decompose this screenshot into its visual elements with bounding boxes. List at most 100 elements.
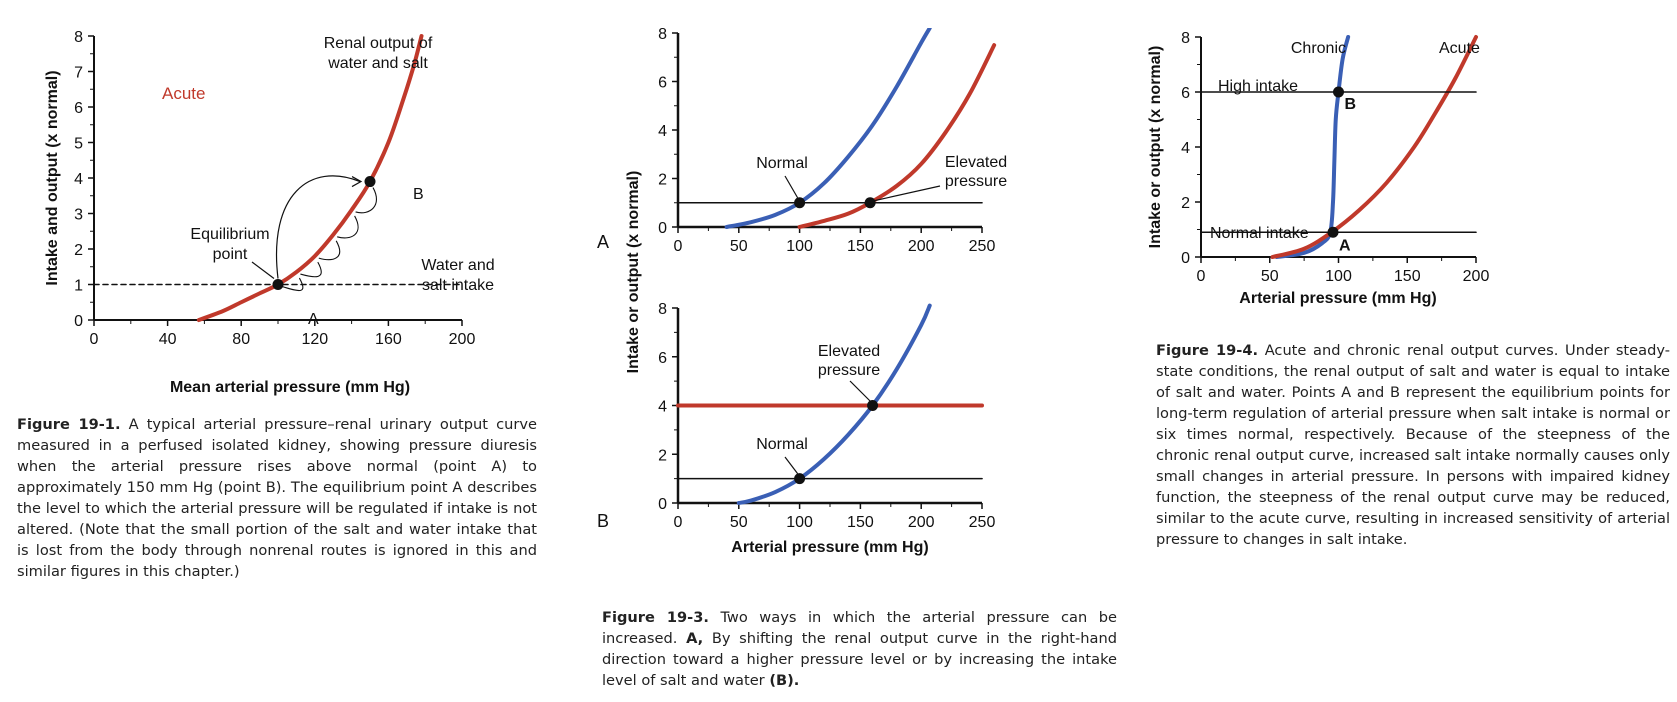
series-line-elevated-pressure [797, 43, 997, 229]
y-tick-label: 6 [658, 350, 667, 367]
return-step-arrow [337, 215, 359, 239]
data-point-1 [867, 400, 879, 411]
fig19-1-caption: Figure 19-1. A typical arterial pressure… [17, 414, 537, 582]
x-tick-label: 0 [1197, 268, 1206, 285]
x-tick-label: 200 [1463, 268, 1490, 285]
y-tick-label: 0 [658, 496, 667, 513]
fig19-3-caption-a-text: By shifting the renal output curve in th… [602, 630, 1118, 689]
point-label-b: B [413, 186, 424, 203]
annotation-elevated-2: pressure [945, 173, 1007, 190]
annotation-renal-output-2: water and salt [327, 55, 428, 72]
y-tick-label: 8 [1181, 30, 1190, 47]
x-tick-label: 160 [375, 331, 402, 348]
x-tick-label: 50 [730, 514, 748, 531]
x-tick-label: 50 [730, 238, 748, 255]
y-tick-label: 0 [658, 220, 667, 237]
fig19-4-caption: Figure 19-4. Acute and chronic renal out… [1156, 340, 1670, 550]
x-tick-label: 150 [847, 514, 874, 531]
annotation-intake-2: salt intake [422, 277, 494, 294]
y-tick-label: 4 [658, 399, 667, 416]
annotation-equilibrium-2: point [213, 246, 248, 263]
x-tick-label: 80 [232, 331, 250, 348]
annotation-normal: Normal [756, 155, 808, 172]
y-tick-label: 8 [658, 26, 667, 43]
y-axis-title: Intake or output (x normal) [1147, 46, 1164, 249]
fig19-4-caption-number: Figure 19-4. [1156, 342, 1259, 359]
x-tick-label: 200 [908, 514, 935, 531]
point-label-b: B [1345, 96, 1357, 113]
data-point-0 [794, 197, 806, 209]
data-point-b [364, 176, 376, 188]
x-tick-label: 100 [1325, 268, 1352, 285]
elevated-leader-line [849, 380, 871, 402]
x-tick-label: 0 [90, 331, 99, 348]
annotation-renal-output-1: Renal output of [324, 35, 433, 52]
fig19-4-plot: 0 50 100 150 200 0 2 4 6 8 Arterial pressure (mm H… [1147, 30, 1489, 307]
series-label-high-intake: High intake [1218, 78, 1298, 95]
y-tick-label: 2 [658, 172, 667, 189]
fig19-4-caption-text: Acute and chronic renal output curves. U… [1156, 342, 1670, 548]
y-axis-title: Intake and output (x normal) [44, 70, 61, 285]
annotation-normal: Normal [756, 436, 808, 453]
y-tick-label: 0 [74, 313, 83, 330]
series-label-acute: Acute [1439, 40, 1480, 57]
fig19-3-caption-number: Figure 19-3. [602, 609, 709, 626]
y-tick-label: 4 [658, 123, 667, 140]
fig19-3-caption-a-label: A, [686, 630, 704, 647]
annotation-acute: Acute [162, 84, 205, 103]
x-tick-label: 200 [449, 331, 476, 348]
annotation-elevated-1: Elevated [818, 343, 880, 360]
transition-arrow-a-to-b [276, 175, 361, 279]
y-tick-label: 4 [1181, 140, 1190, 157]
data-point-0 [794, 473, 806, 485]
y-tick-label: 7 [74, 65, 83, 82]
point-label-a: A [1339, 237, 1351, 254]
return-step-arrow [355, 187, 378, 214]
data-point-a [1327, 226, 1339, 238]
y-tick-label: 6 [74, 100, 83, 117]
fig19-3-caption: Figure 19-3. Two ways in which the arter… [602, 607, 1117, 691]
y-tick-label: 2 [74, 242, 83, 259]
y-tick-label: 2 [658, 447, 667, 464]
x-axis-title: Mean arterial pressure (mm Hg) [170, 379, 410, 396]
fig19-1-plot: 0 40 80 120 160 200 0 1 2 3 4 5 6 7 8 Mean arterial pre… [44, 29, 495, 396]
elevated-leader-line [873, 185, 941, 202]
x-tick-label: 100 [786, 238, 813, 255]
annotation-intake-1: Water and [421, 257, 494, 274]
x-axis-title: Arterial pressure (mm Hg) [731, 539, 928, 556]
y-tick-label: 3 [74, 207, 83, 224]
series-label-normal-intake: Normal intake [1210, 225, 1309, 242]
data-point-b [1333, 86, 1344, 98]
x-tick-label: 0 [674, 514, 683, 531]
y-tick-label: 6 [658, 75, 667, 92]
x-tick-label: 150 [1394, 268, 1421, 285]
x-tick-label: 150 [847, 238, 874, 255]
return-step-arrow [300, 261, 322, 278]
y-tick-label: 8 [74, 29, 83, 46]
fig19-3-caption-b-label: (B). [769, 672, 800, 689]
data-point-a [272, 279, 284, 290]
return-step-arrow [318, 240, 341, 261]
x-tick-label: 200 [908, 238, 935, 255]
x-axis-title: Arterial pressure (mm Hg) [1239, 290, 1436, 307]
y-tick-label: 4 [74, 171, 83, 188]
y-tick-label: 5 [74, 136, 83, 153]
series-line-chronic [1274, 35, 1351, 259]
series-label-chronic: Chronic [1291, 40, 1346, 57]
point-label-a: A [308, 311, 319, 328]
fig19-1-caption-text: A typical arterial pressure–renal urinar… [17, 416, 537, 580]
panel-label-b: B [597, 511, 609, 531]
data-point-1 [864, 197, 876, 209]
y-tick-label: 2 [1181, 195, 1190, 212]
series-line-blue-0 [736, 303, 932, 505]
panel-label-a: A [597, 232, 609, 252]
annotation-elevated-1: Elevated [945, 154, 1007, 171]
x-tick-label: 0 [674, 238, 683, 255]
x-tick-label: 250 [969, 514, 996, 531]
fig19-3-caption-text: Two ways in which the arterial pressure … [602, 609, 1117, 647]
y-axis-title: Intake or output (x normal) [625, 171, 642, 374]
x-tick-label: 120 [301, 331, 328, 348]
y-tick-label: 6 [1181, 85, 1190, 102]
annotation-elevated-2: pressure [818, 362, 880, 379]
